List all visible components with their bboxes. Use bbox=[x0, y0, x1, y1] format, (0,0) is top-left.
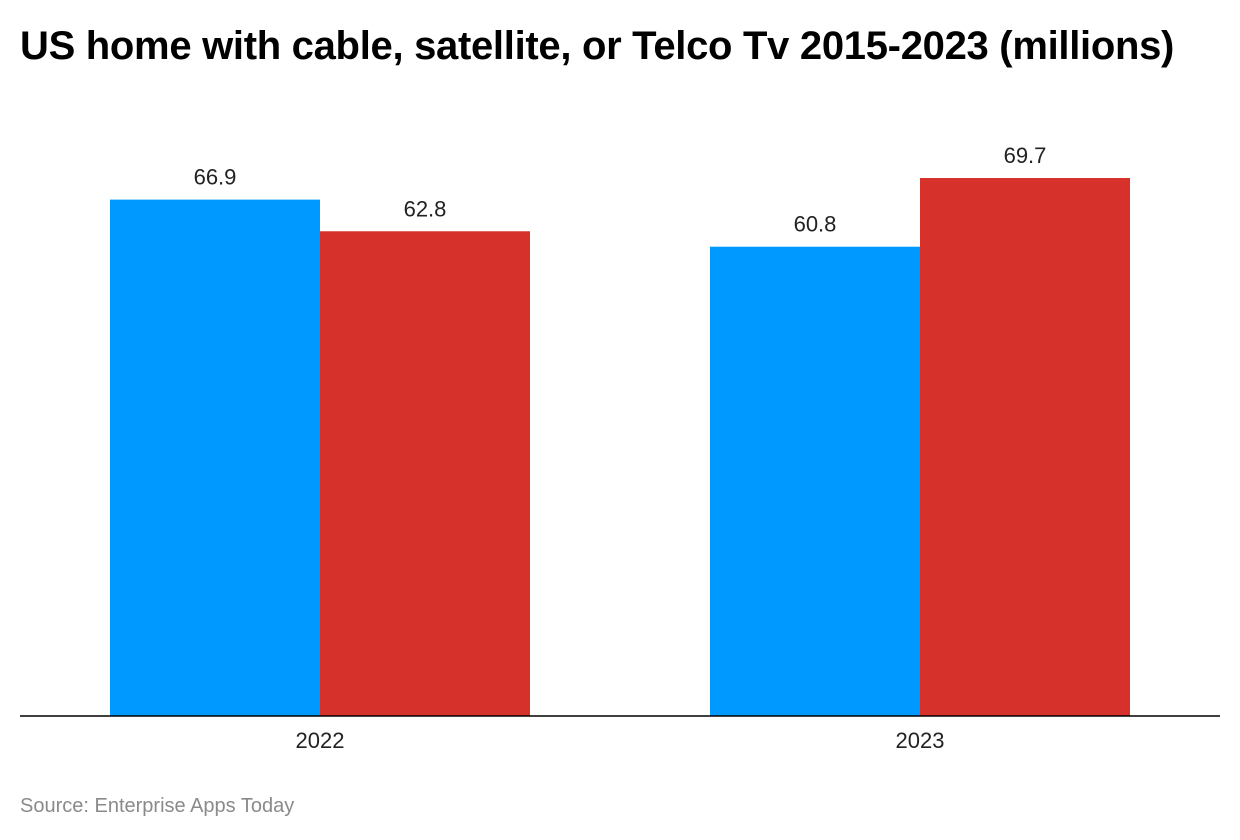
value-label-2023-series-2: 69.7 bbox=[1004, 143, 1047, 168]
x-tick-label-2023: 2023 bbox=[896, 728, 945, 753]
bar-2022-series-2 bbox=[320, 231, 530, 716]
bar-2022-series-1 bbox=[110, 199, 320, 717]
x-tick-labels-layer: 2022 2023 bbox=[296, 728, 945, 753]
bar-2023-series-2 bbox=[920, 178, 1130, 716]
bars-layer bbox=[110, 178, 1130, 717]
chart-title: US home with cable, satellite, or Telco … bbox=[20, 24, 1175, 68]
value-label-2022-series-1: 66.9 bbox=[194, 165, 237, 190]
bar-2023-series-1 bbox=[710, 246, 920, 717]
source-note: Source: Enterprise Apps Today bbox=[20, 795, 295, 817]
value-labels-layer: 66.9 62.8 60.8 69.7 bbox=[194, 143, 1047, 237]
value-label-2022-series-2: 62.8 bbox=[404, 196, 447, 221]
value-label-2023-series-1: 60.8 bbox=[794, 212, 837, 237]
x-tick-label-2022: 2022 bbox=[296, 728, 345, 753]
